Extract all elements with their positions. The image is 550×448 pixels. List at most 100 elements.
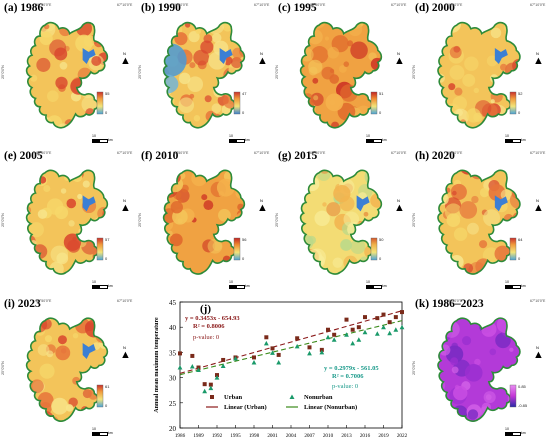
- map-panel-2023: (i) 2023 66°50'0"E 67°10'0"E 25°0'0"N 61 0 N ▲ 1…: [0, 296, 137, 443]
- data-point-urban: [356, 325, 361, 330]
- panel-title: (h) 2020: [415, 150, 455, 162]
- data-point-urban: [363, 315, 367, 320]
- north-label: N: [397, 197, 400, 203]
- scale-unit-label: km: [108, 138, 113, 142]
- legend-max-label: 56: [242, 237, 247, 242]
- legend-min-label: 0: [105, 256, 108, 261]
- legend-marker-urban: [210, 395, 214, 399]
- panel-title: (a) 1986: [4, 2, 44, 14]
- legend-colorbar: [509, 384, 517, 408]
- panel-title: (d) 2000: [415, 2, 455, 14]
- legend-label-nonurban-fit: Linear (Nonurban): [304, 404, 357, 411]
- scale-unit-label: km: [108, 431, 113, 435]
- x-tick-label: 2004: [286, 433, 297, 439]
- data-point-nonurban: [362, 329, 368, 335]
- panel-title: (i) 2023: [4, 298, 41, 310]
- x-tick-label: 2013: [341, 433, 352, 439]
- data-point-nonurban: [196, 367, 201, 373]
- north-label: N: [397, 50, 400, 56]
- longitude-label: 66°50'0"E: [36, 3, 52, 7]
- scale-label: 10: [505, 280, 509, 284]
- north-arrow-icon: ▲: [257, 201, 268, 214]
- scale-unit-label: km: [245, 284, 250, 288]
- x-tick-label: 2001: [267, 433, 278, 439]
- legend-min-label: -0.85: [518, 403, 528, 408]
- north-label: N: [123, 197, 126, 203]
- legend-max-label: 51: [379, 91, 384, 96]
- fit-r2-nonurban: R² = 0.7006: [332, 373, 364, 380]
- longitude-label: 67°10'0"E: [117, 3, 133, 7]
- data-point-urban: [381, 312, 386, 317]
- north-arrow-icon: ▲: [533, 201, 544, 214]
- north-arrow-icon: ▲: [120, 201, 131, 214]
- legend-colorbar: [370, 91, 378, 115]
- data-point-urban: [387, 320, 392, 325]
- scale-label: 10: [505, 427, 509, 431]
- data-point-urban: [276, 352, 281, 357]
- data-point-urban: [332, 332, 337, 337]
- north-label: N: [260, 197, 263, 203]
- district-map: [437, 21, 521, 129]
- data-point-nonurban: [189, 364, 195, 369]
- scale-unit-label: km: [245, 138, 250, 142]
- x-tick-label: 1998: [249, 433, 260, 439]
- data-point-urban: [190, 353, 195, 358]
- longitude-label: 67°10'0"E: [117, 151, 133, 155]
- data-point-urban: [208, 382, 213, 387]
- scale-bar: [505, 285, 521, 289]
- data-point-nonurban: [319, 349, 325, 355]
- x-tick-label: 2010: [323, 433, 334, 439]
- data-point-nonurban: [325, 334, 331, 340]
- legend-min-label: 0: [379, 256, 382, 261]
- y-axis-label: Annual mean maximum temperature: [154, 317, 160, 413]
- scale-bar: [229, 139, 245, 143]
- data-point-nonurban: [270, 350, 275, 355]
- y-tick-label: 45: [169, 299, 177, 307]
- map-panel-1990: (b) 1990 66°50'0"E 67°10'0"E 25°0'0"N 47 0 N ▲ 1…: [137, 0, 274, 150]
- legend-max-label: 50: [379, 237, 384, 242]
- y-tick-label: 25: [169, 400, 177, 408]
- north-label: N: [536, 50, 539, 56]
- fit-equation-urban: y = 0.3453x - 654.93: [185, 315, 240, 322]
- district-map: [299, 169, 383, 275]
- data-point-urban: [264, 335, 269, 340]
- x-tick-label: 1992: [212, 433, 223, 439]
- data-point-nonurban: [381, 324, 386, 330]
- legend-max-label: 64: [518, 237, 523, 242]
- legend-min-label: 0: [242, 110, 245, 115]
- north-arrow-icon: ▲: [394, 54, 405, 67]
- longitude-label: 66°50'0"E: [310, 3, 326, 7]
- legend-colorbar: [96, 237, 104, 261]
- longitude-label: 66°50'0"E: [310, 151, 326, 155]
- x-tick-label: 2007: [304, 433, 315, 439]
- data-point-urban: [270, 346, 275, 351]
- district-map: [25, 317, 109, 422]
- data-point-nonurban: [177, 365, 183, 370]
- fit-pvalue-urban: p-value: 0: [193, 334, 219, 341]
- scale-bar: [92, 285, 108, 289]
- x-tick-label: 1986: [175, 433, 186, 439]
- legend-min-label: 0: [379, 110, 382, 115]
- scale-label: 10: [366, 280, 370, 284]
- data-point-nonurban: [276, 359, 282, 365]
- scale-unit-label: km: [382, 284, 387, 288]
- longitude-label: 66°50'0"E: [447, 3, 463, 7]
- data-point-nonurban: [233, 355, 238, 361]
- scale-unit-label: km: [108, 284, 113, 288]
- fit-pvalue-nonurban: p-value: 0: [332, 383, 358, 390]
- legend-max-label: 61: [105, 384, 110, 389]
- longitude-label: 66°50'0"E: [447, 151, 463, 155]
- scale-unit-label: km: [521, 138, 526, 142]
- data-point-urban: [319, 347, 324, 352]
- legend-max-label: 55: [105, 91, 110, 96]
- data-point-nonurban: [202, 388, 208, 394]
- longitude-label: 66°50'0"E: [173, 151, 189, 155]
- data-point-nonurban: [387, 330, 393, 336]
- north-label: N: [260, 50, 263, 56]
- data-point-urban: [215, 373, 219, 378]
- map-panel-2020: (h) 2020 66°50'0"E 67°10'0"E 25°0'0"N 64 0 N ▲ 1…: [411, 148, 550, 296]
- district-map: [25, 21, 109, 129]
- panel-title: (f) 2010: [141, 150, 179, 162]
- data-point-nonurban: [350, 340, 356, 346]
- longitude-label: 66°50'0"E: [36, 299, 52, 303]
